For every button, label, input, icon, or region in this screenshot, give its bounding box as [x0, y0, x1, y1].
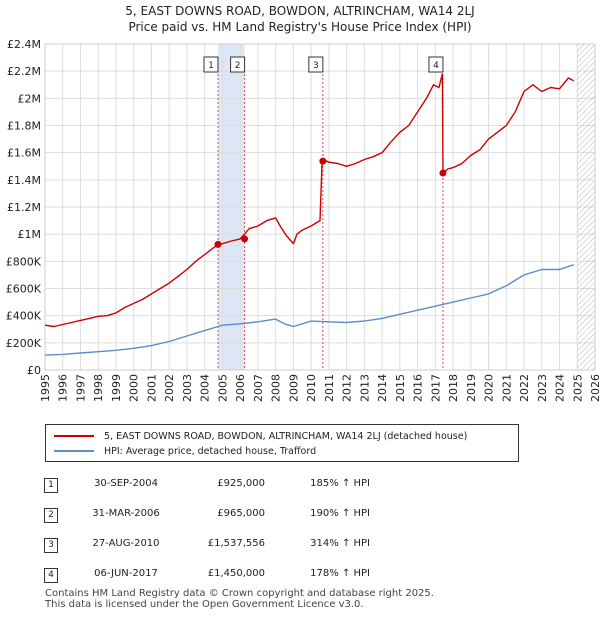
x-tick-label: 2007: [252, 374, 265, 402]
x-tick-label: 2002: [163, 374, 176, 402]
x-tick-label: 2010: [305, 374, 318, 402]
x-tick-label: 2008: [270, 374, 283, 402]
x-tick-label: 1997: [74, 374, 87, 402]
sale-row: 3 27-AUG-2010 £1,537,556 314% ↑ HPI: [0, 538, 600, 556]
sale-date: 30-SEP-2004: [94, 478, 158, 489]
x-tick-label: 2021: [500, 374, 513, 402]
sale-date: 27-AUG-2010: [92, 538, 160, 549]
property-price-line: [44, 73, 575, 328]
x-tick-label: 2013: [358, 374, 371, 402]
sale-date: 31-MAR-2006: [92, 508, 160, 519]
x-tick-label: 2006: [234, 374, 247, 402]
sale-badge: 4: [44, 568, 58, 583]
x-tick-label: 2016: [412, 374, 425, 402]
legend-item-property: 5, EAST DOWNS ROAD, BOWDON, ALTRINCHAM, …: [54, 429, 467, 443]
chart-subtitle: Price paid vs. HM Land Registry's House …: [128, 20, 472, 34]
sale-number-box: [203, 56, 219, 73]
sale-row: 4 06-JUN-2017 £1,450,000 178% ↑ HPI: [0, 568, 600, 586]
sale-number-box: [308, 56, 324, 73]
sale-badge: 2: [44, 508, 58, 523]
legend: 5, EAST DOWNS ROAD, BOWDON, ALTRINCHAM, …: [45, 424, 519, 462]
x-tick-label: 1995: [39, 374, 52, 402]
y-tick-label: £1.8M: [7, 120, 41, 133]
x-tick-label: 2024: [554, 374, 567, 402]
x-tick-label: 2000: [128, 374, 141, 402]
x-tick-label: 2019: [465, 374, 478, 402]
legend-label-property: 5, EAST DOWNS ROAD, BOWDON, ALTRINCHAM, …: [104, 430, 468, 442]
sale-hpi-change: 190% ↑ HPI: [310, 508, 370, 519]
price-chart: 1 2 3 4 £0 £200K £400K £600K £800K £1M £1.2M £1.4M £…: [6, 38, 600, 402]
x-tick-label: 2025: [571, 374, 584, 402]
sale-row: 1 30-SEP-2004 £925,000 185% ↑ HPI: [0, 478, 600, 496]
sale-point: [439, 169, 447, 177]
y-tick-label: £2.2M: [7, 65, 41, 78]
y-tick-label: £2M: [18, 92, 42, 105]
chart-title: 5, EAST DOWNS ROAD, BOWDON, ALTRINCHAM, …: [125, 4, 475, 18]
plot-frame: [44, 43, 596, 371]
x-tick-label: 2018: [447, 374, 460, 402]
y-tick-label: £600K: [6, 283, 42, 296]
y-tick-label: £2.4M: [7, 38, 41, 51]
y-tick-label: £400K: [6, 310, 42, 323]
footer-copyright: Contains HM Land Registry data © Crown c…: [45, 588, 434, 599]
y-tick-label: £800K: [6, 255, 42, 268]
legend-item-hpi: HPI: Average price, detached house, Traf…: [54, 444, 316, 458]
x-tick-label: 2022: [518, 374, 531, 402]
footer-licence: This data is licensed under the Open Gov…: [45, 599, 364, 610]
x-tick-label: 2026: [589, 374, 600, 402]
x-tick-label: 2020: [483, 374, 496, 402]
x-tick-label: 2014: [376, 374, 389, 402]
sale-price: £1,450,000: [207, 568, 265, 579]
x-tick-label: 2004: [199, 374, 212, 402]
sale-number-label: 2: [235, 61, 241, 71]
x-tick-label: 2017: [429, 374, 442, 402]
sale-badge: 3: [44, 538, 58, 553]
footer: Contains HM Land Registry data © Crown c…: [45, 588, 434, 610]
sale-number-box: [428, 56, 444, 73]
sale-price: £965,000: [217, 508, 265, 519]
sale-number-box: [230, 56, 246, 73]
x-tick-label: 2011: [323, 374, 336, 402]
x-tick-label: 1996: [57, 374, 70, 402]
x-tick-label: 1998: [92, 374, 105, 402]
x-tick-label: 2015: [394, 374, 407, 402]
y-tick-label: £1.6M: [7, 147, 41, 160]
x-tick-label: 1999: [110, 374, 123, 402]
legend-swatch-hpi: [54, 450, 94, 452]
sale-point: [214, 240, 222, 248]
legend-swatch-property: [54, 435, 94, 437]
legend-label-hpi: HPI: Average price, detached house, Traf…: [104, 445, 317, 457]
sale-number-label: 1: [208, 61, 214, 71]
x-tick-label: 2012: [341, 374, 354, 402]
sale-number-label: 3: [313, 61, 319, 71]
x-tick-label: 2001: [145, 374, 158, 402]
sale-date: 06-JUN-2017: [94, 568, 158, 579]
y-tick-label: £200K: [6, 337, 42, 350]
y-tick-label: £1.4M: [7, 174, 41, 187]
y-tick-label: £1M: [18, 228, 42, 241]
hpi-line: [44, 264, 574, 356]
sale-hpi-change: 314% ↑ HPI: [310, 538, 370, 549]
sale-hpi-change: 185% ↑ HPI: [310, 478, 370, 489]
sale-row: 2 31-MAR-2006 £965,000 190% ↑ HPI: [0, 508, 600, 526]
sale-price: £925,000: [217, 478, 265, 489]
future-hatch: [577, 44, 595, 370]
y-tick-label: £0: [27, 364, 41, 377]
sale-price: £1,537,556: [207, 538, 265, 549]
x-tick-label: 2003: [181, 374, 194, 402]
y-tick-label: £1.2M: [7, 201, 41, 214]
x-tick-label: 2005: [216, 374, 229, 402]
x-tick-label: 2023: [536, 374, 549, 402]
x-tick-label: 2009: [287, 374, 300, 402]
sale-point: [241, 235, 249, 243]
sale-number-label: 4: [433, 61, 439, 71]
sale-badge: 1: [44, 478, 58, 493]
sale-hpi-change: 178% ↑ HPI: [310, 568, 370, 579]
sale-point: [319, 157, 327, 165]
